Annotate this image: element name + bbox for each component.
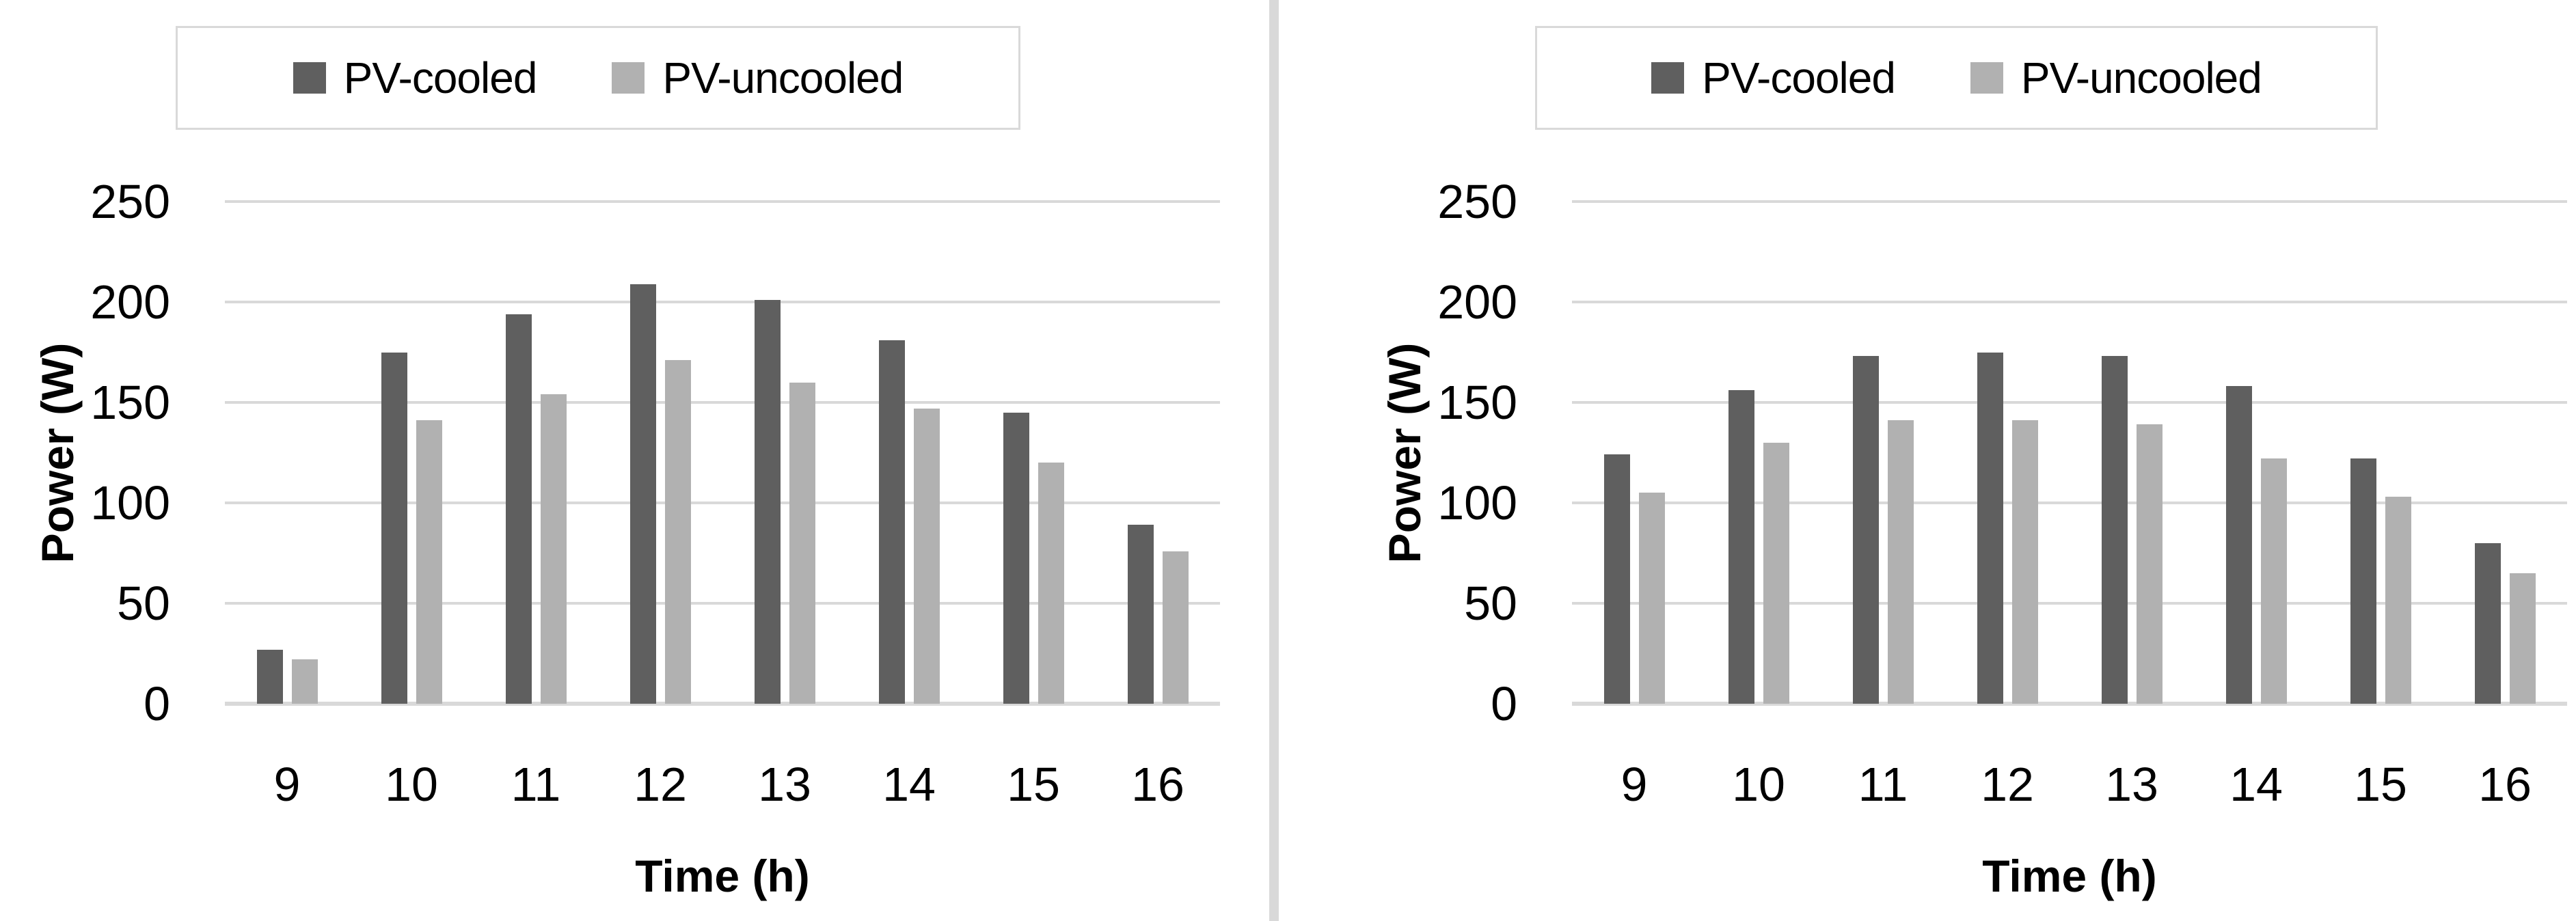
bar-pv-cooled-h13	[2101, 356, 2128, 704]
gridline-50	[1572, 602, 2567, 605]
y-tick-label-50: 50	[117, 577, 170, 630]
bar-pv-uncooled-h10	[416, 420, 442, 704]
y-tick-label-100: 100	[90, 476, 170, 530]
x-tick-label-11: 11	[511, 758, 561, 811]
x-tick-label-15: 15	[2354, 758, 2407, 811]
bar-pv-uncooled-h11	[1887, 420, 1914, 704]
x-tick-label-13: 13	[758, 758, 811, 811]
bar-pv-cooled-h11	[505, 314, 532, 704]
x-tick-label-14: 14	[2229, 758, 2283, 811]
gridline-50	[225, 602, 1220, 605]
bar-pv-uncooled-h16	[2509, 573, 2536, 704]
bar-pv-cooled-h16	[2474, 542, 2501, 704]
bar-pv-cooled-h11	[1852, 356, 1879, 704]
x-tick-label-12: 12	[1981, 758, 2034, 811]
x-tick-label-10: 10	[1732, 758, 1785, 811]
plot-area-left	[225, 200, 1220, 706]
bar-pv-uncooled-h9	[1638, 493, 1665, 704]
chart-panel-left: PV-cooled PV-uncooled Power (W) Time (h)…	[0, 0, 1251, 921]
x-tick-label-12: 12	[634, 758, 687, 811]
y-tick-label-0: 0	[1491, 677, 1517, 730]
bar-pv-uncooled-h11	[540, 394, 567, 704]
legend-label-pv-cooled: PV-cooled	[343, 53, 538, 102]
plot-area-right	[1572, 200, 2567, 706]
bar-pv-uncooled-h10	[1763, 442, 1789, 704]
y-tick-label-100: 100	[1437, 476, 1517, 530]
legend-swatch-pv-cooled-icon	[293, 62, 326, 94]
bar-pv-cooled-h14	[878, 340, 905, 704]
gridline-100	[225, 501, 1220, 504]
gridline-100	[1572, 501, 2567, 504]
legend-item-pv-uncooled: PV-uncooled	[1970, 53, 2262, 103]
gridline-250	[1572, 200, 2567, 203]
bar-pv-uncooled-h13	[2136, 424, 2163, 704]
x-tick-label-13: 13	[2105, 758, 2158, 811]
bar-pv-uncooled-h16	[1162, 551, 1189, 704]
legend-right: PV-cooled PV-uncooled	[1535, 26, 2378, 130]
bar-pv-cooled-h12	[1977, 352, 2003, 704]
legend-item-pv-cooled: PV-cooled	[1651, 53, 1896, 103]
y-tick-label-0: 0	[144, 677, 170, 730]
x-axis-title-right: Time (h)	[1982, 851, 2157, 901]
bar-pv-uncooled-h12	[664, 360, 691, 704]
x-tick-label-9: 9	[1621, 758, 1648, 811]
y-tick-label-50: 50	[1464, 577, 1517, 630]
bar-pv-uncooled-h15	[1038, 463, 1064, 704]
y-tick-label-200: 200	[1437, 275, 1517, 329]
legend-item-pv-cooled: PV-cooled	[293, 53, 537, 103]
bar-pv-cooled-h10	[1728, 390, 1754, 704]
x-tick-label-15: 15	[1007, 758, 1060, 811]
x-tick-label-10: 10	[385, 758, 438, 811]
gridline-200	[225, 301, 1220, 303]
x-tick-label-11: 11	[1858, 758, 1908, 811]
x-tick-label-14: 14	[882, 758, 936, 811]
gridline-0	[1572, 702, 2567, 706]
bar-pv-uncooled-h12	[2011, 420, 2038, 704]
chart-panel-right: PV-cooled PV-uncooled Power (W) Time (h)…	[1279, 0, 2576, 921]
legend-label-pv-cooled: PV-cooled	[1702, 53, 1896, 102]
gridline-150	[1572, 401, 2567, 404]
bar-pv-cooled-h9	[1603, 454, 1630, 704]
gridline-250	[225, 200, 1220, 203]
y-tick-label-250: 250	[1437, 175, 1517, 228]
bar-pv-uncooled-h13	[789, 382, 815, 704]
legend-label-pv-uncooled: PV-uncooled	[2020, 53, 2262, 102]
bar-pv-cooled-h15	[1003, 412, 1029, 704]
x-tick-label-16: 16	[2478, 758, 2532, 811]
bar-pv-cooled-h13	[754, 300, 781, 704]
legend-label-pv-uncooled: PV-uncooled	[662, 53, 904, 102]
bar-pv-cooled-h16	[1127, 525, 1154, 704]
x-tick-label-16: 16	[1131, 758, 1184, 811]
legend-item-pv-uncooled: PV-uncooled	[612, 53, 904, 103]
bar-pv-uncooled-h14	[913, 408, 940, 704]
bar-pv-cooled-h9	[256, 649, 283, 704]
gridline-150	[225, 401, 1220, 404]
x-axis-title-left: Time (h)	[635, 851, 810, 901]
x-tick-label-9: 9	[273, 758, 301, 811]
legend-left: PV-cooled PV-uncooled	[176, 26, 1020, 130]
y-tick-label-200: 200	[90, 275, 170, 329]
gridline-0	[225, 702, 1220, 706]
y-tick-label-150: 150	[90, 376, 170, 429]
legend-swatch-pv-uncooled-icon	[1970, 62, 2003, 94]
legend-swatch-pv-cooled-icon	[1651, 62, 1685, 94]
bar-pv-cooled-h12	[629, 284, 656, 704]
y-tick-label-150: 150	[1437, 376, 1517, 429]
y-tick-label-250: 250	[90, 175, 170, 228]
bar-pv-uncooled-h9	[291, 659, 318, 704]
panel-divider	[1269, 0, 1279, 921]
bar-pv-cooled-h14	[2225, 386, 2252, 704]
gridline-200	[1572, 301, 2567, 303]
bar-pv-cooled-h10	[381, 352, 407, 704]
bar-pv-uncooled-h14	[2260, 458, 2287, 704]
bar-pv-uncooled-h15	[2385, 497, 2411, 704]
bar-pv-cooled-h15	[2350, 458, 2376, 704]
legend-swatch-pv-uncooled-icon	[612, 62, 645, 94]
